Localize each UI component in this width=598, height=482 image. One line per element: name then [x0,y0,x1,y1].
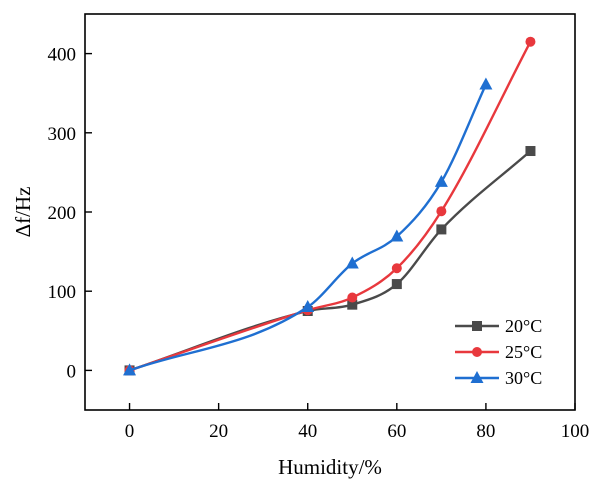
legend-item: 30°C [455,368,542,388]
x-tick-label: 0 [125,421,135,442]
legend-item: 25°C [455,342,542,362]
data-point-marker [436,224,447,235]
data-point-marker [525,146,536,157]
x-tick-label: 40 [298,421,317,442]
series-2 [123,77,493,376]
y-tick-label: 0 [67,361,77,382]
data-point-marker [436,206,447,217]
series-line [129,41,532,372]
data-point-marker [347,292,358,303]
legend-label: 25°C [505,342,542,362]
x-axis-title: Humidity/% [278,455,382,479]
legend-swatch-marker [472,347,482,357]
x-tick-label: 20 [209,421,228,442]
data-point-marker [434,174,448,187]
y-tick-label: 400 [48,45,77,66]
plot-content [123,36,536,376]
legend-label: 20°C [505,316,542,336]
data-point-marker [479,77,493,90]
y-tick-label: 100 [48,282,77,303]
legend: 20°C 25°C 30°C [455,316,542,388]
legend-swatch-marker [470,371,484,383]
series-line [129,150,532,372]
series-line [129,83,488,372]
data-point-marker [391,263,402,274]
data-point-marker [525,36,536,47]
x-tick-label: 100 [561,421,590,442]
axis-ticks: 0 20 40 60 80 100 0 100 200 300 400 [48,45,590,442]
series-0 [124,146,536,376]
y-tick-label: 200 [48,203,77,224]
data-point-marker [390,229,404,242]
y-axis-title: Δf/Hz [11,187,35,238]
data-point-marker [123,363,137,376]
data-point-marker [347,299,358,310]
data-point-marker [301,300,315,313]
x-tick-label: 80 [476,421,495,442]
legend-label: 30°C [505,368,542,388]
plot-frame [84,13,576,411]
data-point-marker [345,256,359,269]
legend-item: 20°C [455,316,542,336]
data-point-marker [391,279,402,290]
x-tick-label: 60 [387,421,406,442]
y-tick-label: 300 [48,124,77,145]
legend-swatch-marker [472,321,482,331]
